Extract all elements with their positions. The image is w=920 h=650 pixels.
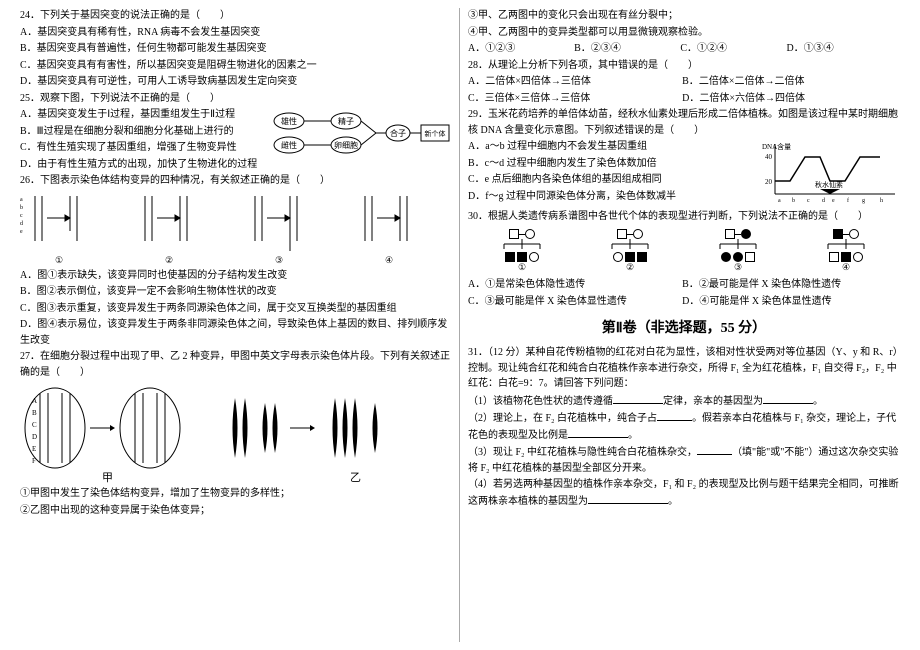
- q31-stem: 31．（12 分）某种自花传粉植物的红花对白花为显性，该相对性状受两对等位基因（…: [468, 345, 900, 392]
- q26-stem: 26．下图表示染色体结构变异的四种情况，有关叙述正确的是（ ）: [20, 173, 451, 189]
- svg-text:合子: 合子: [390, 128, 406, 138]
- q28-row1: A．二倍体×四倍体→三倍体 B．二倍体×二倍体→二倍体: [468, 74, 900, 90]
- svg-text:雄性: 雄性: [281, 116, 297, 126]
- svg-text:③: ③: [275, 255, 283, 265]
- q27-options: A．①②③ B．②③④ C．①②④ D．①③④: [468, 41, 900, 57]
- section2-title: 第Ⅱ卷（非选择题，55 分）: [468, 317, 900, 337]
- svg-text:a: a: [20, 197, 23, 203]
- q28-row2: C．三倍体×三倍体→三倍体 D．二倍体×六倍体→四倍体: [468, 91, 900, 107]
- q25-d: D．由于有性生殖方式的出现，加快了生物进化的过程: [20, 157, 270, 173]
- q25-stem: 25．观察下图，下列说法不正确的是（ ）: [20, 91, 451, 107]
- svg-text:E: E: [32, 445, 36, 453]
- svg-text:F: F: [32, 457, 36, 465]
- q29-stem: 29．玉米花药培养的单倍体幼苗，经秋水仙素处理后形成二倍体植株。如图是该过程中某…: [468, 107, 900, 138]
- q24-a: A．基因突变具有稀有性，RNA 病毒不会发生基因突变: [20, 25, 451, 41]
- q30-stem: 30．根据人类遗传病系谱图中各世代个体的表现型进行判断，下列说法不正确的是（ ）: [468, 209, 900, 225]
- svg-text:DNA含量: DNA含量: [762, 142, 791, 151]
- q30-row2: C．③最可能是伴 X 染色体显性遗传 D．④可能是伴 X 染色体显性遗传: [468, 294, 900, 310]
- q26-diagram: a b c d e ① ② ③ ④: [20, 191, 440, 266]
- q27-s2: ②乙图中出现的这种变异属于染色体变异；: [20, 503, 451, 519]
- svg-text:c: c: [20, 213, 23, 219]
- q26-d: D．图④表示易位，该变异发生于两条非同源染色体之间，导致染色体上基因的数目、排列…: [20, 317, 451, 348]
- svg-text:乙: 乙: [350, 471, 361, 483]
- q27-s4: ④甲、乙两图中的变异类型都可以用显微镜观察检验。: [468, 25, 900, 41]
- q26-b: B．图②表示倒位，该变异一定不会影响生物体性状的改变: [20, 284, 451, 300]
- q26-c: C．图③表示重复，该变异发生于两条同源染色体之间，属于交叉互换类型的基因重组: [20, 301, 451, 317]
- q27-stem: 27．在细胞分裂过程中出现了甲、乙 2 种变异，甲图中英文字母表示染色体片段。下…: [20, 349, 451, 380]
- svg-text:甲: 甲: [102, 472, 113, 483]
- q27-diagram: AB CD EF 甲 乙: [20, 383, 451, 483]
- svg-text:d: d: [822, 198, 825, 204]
- svg-text:④: ④: [385, 255, 393, 265]
- svg-text:D: D: [32, 433, 37, 441]
- svg-text:新个体: 新个体: [425, 129, 446, 138]
- svg-text:A: A: [32, 397, 37, 405]
- svg-text:a: a: [778, 198, 781, 204]
- q29-chart: DNA含量 40 20 秋水仙素 a b c d e f g h: [760, 139, 900, 209]
- svg-text:20: 20: [765, 178, 773, 186]
- q31-p1: （1）该植物花色性状的遗传遵循定律，亲本的基因型为。: [468, 393, 900, 410]
- svg-text:C: C: [32, 421, 37, 429]
- svg-text:h: h: [880, 198, 883, 204]
- svg-text:40: 40: [765, 153, 773, 161]
- svg-text:b: b: [792, 198, 795, 204]
- q24-d: D．基因突变具有可逆性，可用人工诱导致病基因发生定向突变: [20, 74, 451, 90]
- q26-a: A．图①表示缺失，该变异同时也使基因的分子结构发生改变: [20, 268, 451, 284]
- svg-text:秋水仙素: 秋水仙素: [815, 180, 843, 189]
- q25-diagram: 雄性 精子 雌性 卵细胞 合子 新个体: [271, 109, 451, 157]
- svg-text:b: b: [20, 205, 23, 211]
- svg-text:c: c: [807, 198, 810, 204]
- q27-s1: ①甲图中发生了染色体结构变异，增加了生物变异的多样性；: [20, 486, 451, 502]
- q31-p3: （3）现让 F₂ 中红花植株与隐性纯合白花植株杂交，（填"能"或"不能"）通过这…: [468, 444, 900, 476]
- q31-p2: （2）理论上，在 F₂ 白花植株中，纯合子占。假若亲本白花植株与 F₁ 杂交，理…: [468, 410, 900, 443]
- q28-stem: 28．从理论上分析下列各项，其中错误的是（ ）: [468, 58, 900, 74]
- svg-text:①: ①: [55, 255, 63, 265]
- svg-text:d: d: [20, 221, 23, 227]
- q30-pedigrees: ① ② ③ ④: [468, 229, 900, 274]
- q24-c: C．基因突变具有有害性，所以基因突变是阻碍生物进化的因素之一: [20, 58, 451, 74]
- svg-text:e: e: [832, 198, 835, 204]
- svg-text:f: f: [847, 197, 849, 204]
- svg-text:②: ②: [165, 255, 173, 265]
- q25-c: C．有性生殖实现了基因重组，增强了生物变异性: [20, 140, 270, 156]
- q30-row1: A．①是常染色体隐性遗传 B．②最可能是伴 X 染色体隐性遗传: [468, 277, 900, 293]
- svg-text:B: B: [32, 409, 37, 417]
- q27-s3: ③甲、乙两图中的变化只会出现在有丝分裂中；: [468, 8, 900, 24]
- q24-stem: 24．下列关于基因突变的说法正确的是（ ）: [20, 8, 451, 24]
- svg-text:雌性: 雌性: [281, 140, 297, 150]
- q25-a: A．基因突变发生于Ⅰ过程，基因重组发生于Ⅱ过程: [20, 107, 270, 123]
- svg-text:e: e: [20, 229, 23, 235]
- svg-text:卵细胞: 卵细胞: [334, 140, 358, 150]
- q24-b: B．基因突变具有普遍性，任何生物都可能发生基因突变: [20, 41, 451, 57]
- q31-p4: （4）若另选两种基因型的植株作亲本杂交，F₁ 和 F₂ 的表现型及比例与题干结果…: [468, 477, 900, 509]
- q25-b: B．Ⅲ过程是在细胞分裂和细胞分化基础上进行的: [20, 124, 270, 140]
- svg-text:g: g: [862, 198, 865, 204]
- svg-text:精子: 精子: [338, 116, 354, 126]
